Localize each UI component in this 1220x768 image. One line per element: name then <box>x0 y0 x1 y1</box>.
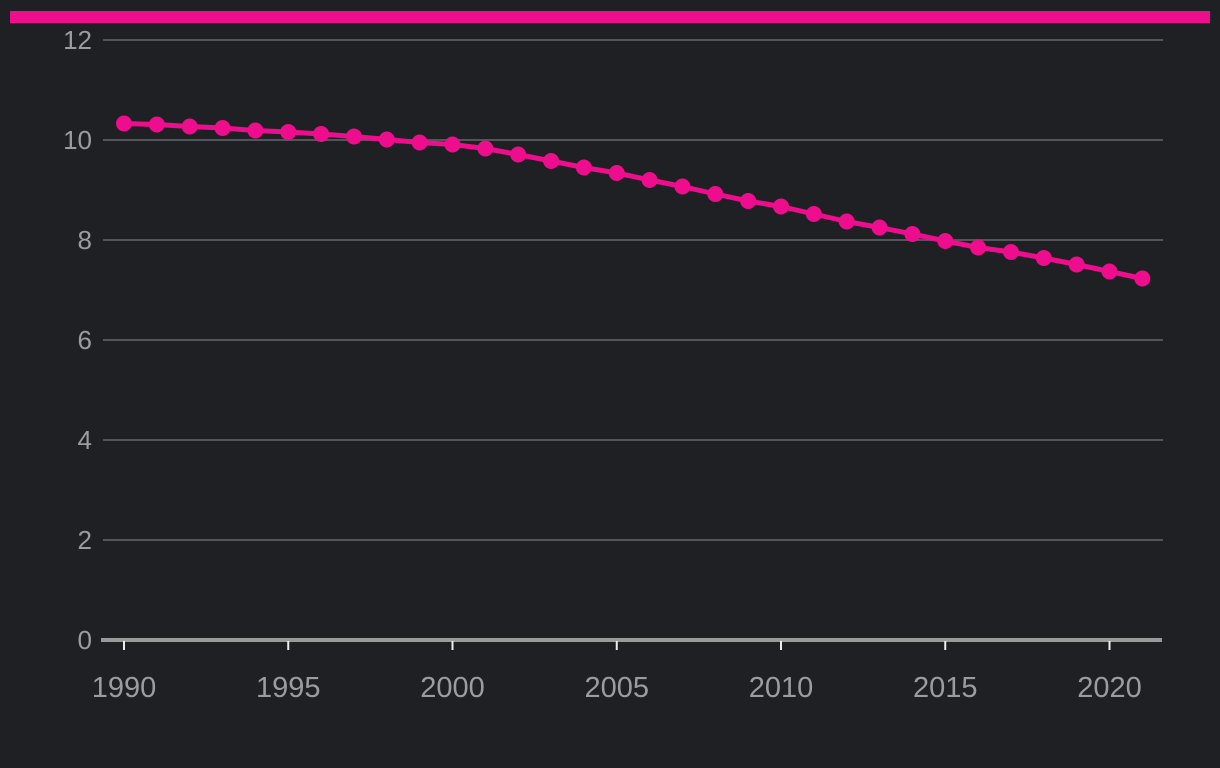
y-tick-label: 2 <box>78 525 92 555</box>
data-point <box>444 136 461 153</box>
data-point <box>280 124 297 140</box>
data-point <box>510 146 527 163</box>
data-point <box>674 178 691 195</box>
data-point <box>247 122 264 139</box>
data-point <box>937 233 954 249</box>
x-tick-label: 2005 <box>584 672 649 704</box>
y-tick-label: 8 <box>78 225 92 255</box>
y-tick-label: 12 <box>63 25 92 55</box>
y-tick-label: 0 <box>78 625 92 655</box>
x-tick-label: 2020 <box>1077 672 1142 704</box>
data-point <box>773 198 789 215</box>
x-tick-label: 2015 <box>913 672 978 704</box>
data-point <box>575 159 592 176</box>
y-tick-label: 6 <box>78 325 92 355</box>
data-point <box>904 226 921 242</box>
data-point <box>1035 250 1052 266</box>
x-tick-label: 1990 <box>92 672 157 704</box>
data-point <box>181 118 198 135</box>
data-point <box>148 116 165 133</box>
accent-bar <box>10 11 1210 23</box>
data-point <box>477 140 494 157</box>
data-point <box>608 165 625 181</box>
data-point <box>970 239 987 256</box>
data-point <box>1134 270 1151 287</box>
data-point <box>378 131 395 148</box>
data-point <box>1101 263 1118 280</box>
data-point <box>116 115 132 132</box>
data-point <box>1068 256 1085 273</box>
data-point <box>805 206 822 222</box>
data-point <box>871 219 888 236</box>
data-point <box>707 186 724 202</box>
trend-line <box>121 121 1145 281</box>
data-point <box>740 193 757 209</box>
data-point <box>313 126 330 142</box>
data-point <box>641 172 658 188</box>
x-tick-label: 2010 <box>749 672 814 704</box>
x-tick-label: 2000 <box>420 672 485 704</box>
data-point <box>345 128 362 145</box>
data-point <box>1002 244 1019 260</box>
x-tick-label: 1995 <box>256 672 321 704</box>
data-point <box>411 134 428 151</box>
data-point <box>838 213 855 230</box>
y-tick-label: 10 <box>63 125 92 155</box>
data-point <box>543 153 560 169</box>
y-tick-label: 4 <box>78 425 92 455</box>
data-point <box>214 120 231 136</box>
